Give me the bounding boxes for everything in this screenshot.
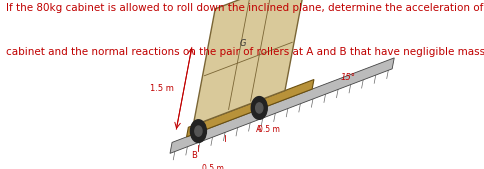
Polygon shape	[193, 0, 307, 125]
Text: cabinet and the normal reactions on the pair of rollers at A and B that have neg: cabinet and the normal reactions on the …	[6, 47, 484, 57]
Text: G: G	[240, 39, 246, 48]
Circle shape	[256, 103, 263, 113]
Text: 0.5 m: 0.5 m	[258, 125, 280, 134]
Text: B: B	[191, 151, 197, 160]
Text: If the 80kg cabinet is allowed to roll down the inclined plane, determine the ac: If the 80kg cabinet is allowed to roll d…	[6, 3, 484, 13]
Circle shape	[195, 126, 202, 136]
Circle shape	[251, 97, 267, 119]
Polygon shape	[170, 58, 394, 153]
Text: A: A	[257, 125, 262, 134]
Text: 0.5 m: 0.5 m	[202, 164, 224, 169]
Text: 1.5 m: 1.5 m	[150, 84, 174, 93]
Polygon shape	[186, 79, 314, 137]
Text: 15°: 15°	[341, 73, 356, 82]
Circle shape	[190, 120, 206, 142]
